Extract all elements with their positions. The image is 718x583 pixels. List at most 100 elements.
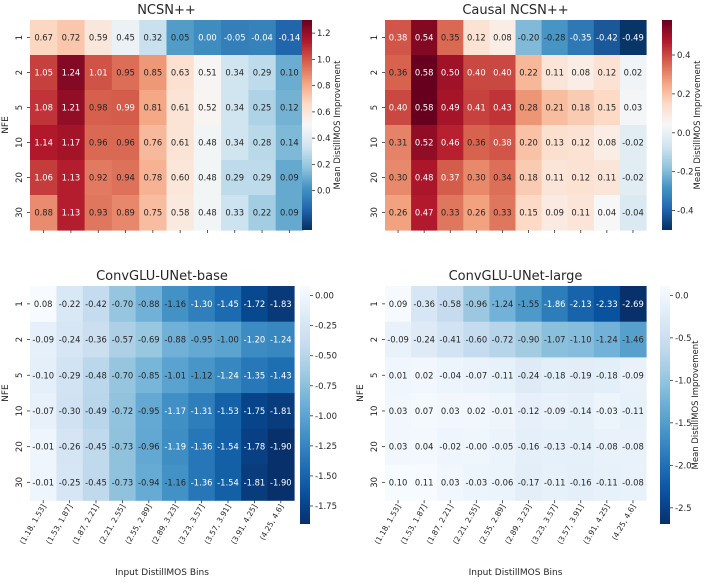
heatmap-cell — [193, 20, 222, 56]
cell-value-label: 0.38 — [493, 138, 512, 148]
cell-value-label: 0.60 — [171, 173, 190, 183]
heatmap-cell — [82, 321, 110, 358]
cell-value-label: 0.58 — [171, 208, 190, 218]
cell-value-label: 0.40 — [389, 103, 408, 113]
heatmap-cell — [619, 393, 647, 430]
cell-value-label: 0.29 — [225, 173, 244, 183]
cell-value-label: 0.14 — [280, 138, 299, 148]
heatmap-cell — [489, 90, 517, 126]
cell-value-label: 0.34 — [225, 138, 244, 148]
cell-value-label: -0.36 — [413, 299, 435, 309]
heatmap-cell — [214, 286, 242, 323]
heatmap-cell — [221, 20, 249, 56]
heatmap-cell — [275, 55, 304, 91]
y-axis-label: NFE — [1, 116, 11, 134]
x-tick-label: (2.55, 2.89] — [123, 503, 153, 546]
cell-value-label: -0.35 — [570, 33, 592, 43]
cell-value-label: 0.04 — [598, 208, 617, 218]
cell-value-label: 0.11 — [415, 477, 434, 487]
colorbar-tick-label: 0.00 — [315, 292, 334, 302]
cell-value-label: -1.53 — [217, 406, 239, 416]
y-tick-label: 20 — [15, 441, 25, 452]
heatmap-cell — [267, 393, 295, 430]
heatmap-cell — [111, 20, 140, 56]
heatmap-cell — [463, 464, 490, 501]
cell-value-label: 0.36 — [389, 68, 408, 78]
heatmap-cell — [139, 55, 168, 91]
heatmap-cell — [411, 357, 438, 394]
cell-value-label: 0.47 — [415, 208, 434, 218]
heatmap-cell — [221, 125, 249, 161]
cell-value-label: 0.12 — [280, 103, 299, 113]
heatmap-cell — [135, 393, 163, 430]
cell-value-label: 1.21 — [62, 103, 81, 113]
colorbar-label: Mean DistillMOS Improvement — [333, 60, 343, 190]
heatmap-cell — [619, 125, 647, 161]
cell-value-label: 0.89 — [116, 208, 135, 218]
colorbar-tick-label: -1.00 — [315, 412, 337, 422]
heatmap-cell — [57, 90, 86, 126]
heatmap-cell — [593, 90, 621, 126]
heatmap-cell — [489, 160, 517, 196]
cell-value-label: 1.24 — [62, 68, 81, 78]
heatmap-cell — [111, 125, 140, 161]
x-tick-label: (1.87, 2.21] — [71, 503, 101, 546]
cell-value-label: 0.95 — [116, 68, 135, 78]
cell-value-label: -1.24 — [596, 335, 618, 345]
colorbar — [662, 20, 672, 230]
heatmap-cell — [411, 90, 438, 126]
x-tick-label: (1.18, 1.53] — [18, 503, 48, 546]
cell-value-label: 0.09 — [280, 208, 299, 218]
cell-value-label: -0.04 — [251, 33, 273, 43]
cell-value-label: 0.22 — [253, 208, 272, 218]
heatmap-cell — [567, 428, 595, 466]
cell-value-label: -0.28 — [544, 33, 566, 43]
cell-value-label: -1.10 — [570, 335, 592, 345]
heatmap-cell — [489, 321, 517, 358]
heatmap-cell — [385, 321, 412, 358]
y-tick-label: 30 — [370, 477, 380, 488]
cell-value-label: -0.04 — [439, 370, 461, 380]
heatmap-cell — [567, 160, 595, 196]
heatmap-cell — [541, 55, 569, 91]
y-tick-label: 2 — [15, 70, 25, 75]
cell-value-label: 0.36 — [467, 138, 486, 148]
cell-value-label: 0.45 — [116, 33, 135, 43]
y-tick-label: 30 — [15, 477, 25, 488]
heatmap-cell — [139, 20, 168, 56]
y-tick-label: 10 — [15, 137, 25, 148]
cell-value-label: 0.25 — [253, 103, 272, 113]
cell-value-label: -0.96 — [138, 442, 160, 452]
heatmap-cell — [135, 321, 163, 358]
cell-value-label: -1.81 — [270, 406, 292, 416]
y-tick-label: 2 — [370, 70, 380, 75]
cell-value-label: 0.96 — [89, 138, 108, 148]
colorbar-tick-label: -0.50 — [315, 352, 337, 362]
cell-value-label: -1.72 — [244, 299, 266, 309]
heatmap-cell — [541, 393, 569, 430]
x-tick-label: (3.23, 3.57] — [529, 503, 559, 546]
y-tick-label: 10 — [370, 406, 380, 417]
heatmap-cell — [567, 286, 595, 323]
cell-value-label: -0.03 — [466, 477, 488, 487]
cell-value-label: -0.12 — [518, 406, 540, 416]
heatmap-cell — [275, 160, 304, 196]
heatmap-cell — [109, 393, 137, 430]
heatmap-cell — [82, 286, 110, 323]
colorbar-tick-label: -0.25 — [315, 322, 337, 332]
cell-value-label: -0.07 — [466, 370, 488, 380]
cell-value-label: 0.10 — [280, 68, 299, 78]
x-tick-label: (4.25, 4.6] — [610, 503, 638, 542]
heatmap-cell — [463, 55, 490, 91]
cell-value-label: -0.18 — [596, 370, 618, 380]
cell-value-label: 0.99 — [116, 103, 135, 113]
cell-value-label: 0.15 — [598, 103, 617, 113]
heatmap-cell — [30, 428, 57, 466]
cell-value-label: 0.13 — [545, 138, 564, 148]
heatmap-cell — [267, 321, 295, 358]
heatmap-cell — [193, 90, 222, 126]
colorbar — [302, 20, 312, 230]
colorbar-tick-label: -2.0 — [675, 461, 692, 471]
heatmap-cell — [593, 20, 621, 56]
x-tick-label: (1.53, 1.87] — [44, 503, 74, 546]
